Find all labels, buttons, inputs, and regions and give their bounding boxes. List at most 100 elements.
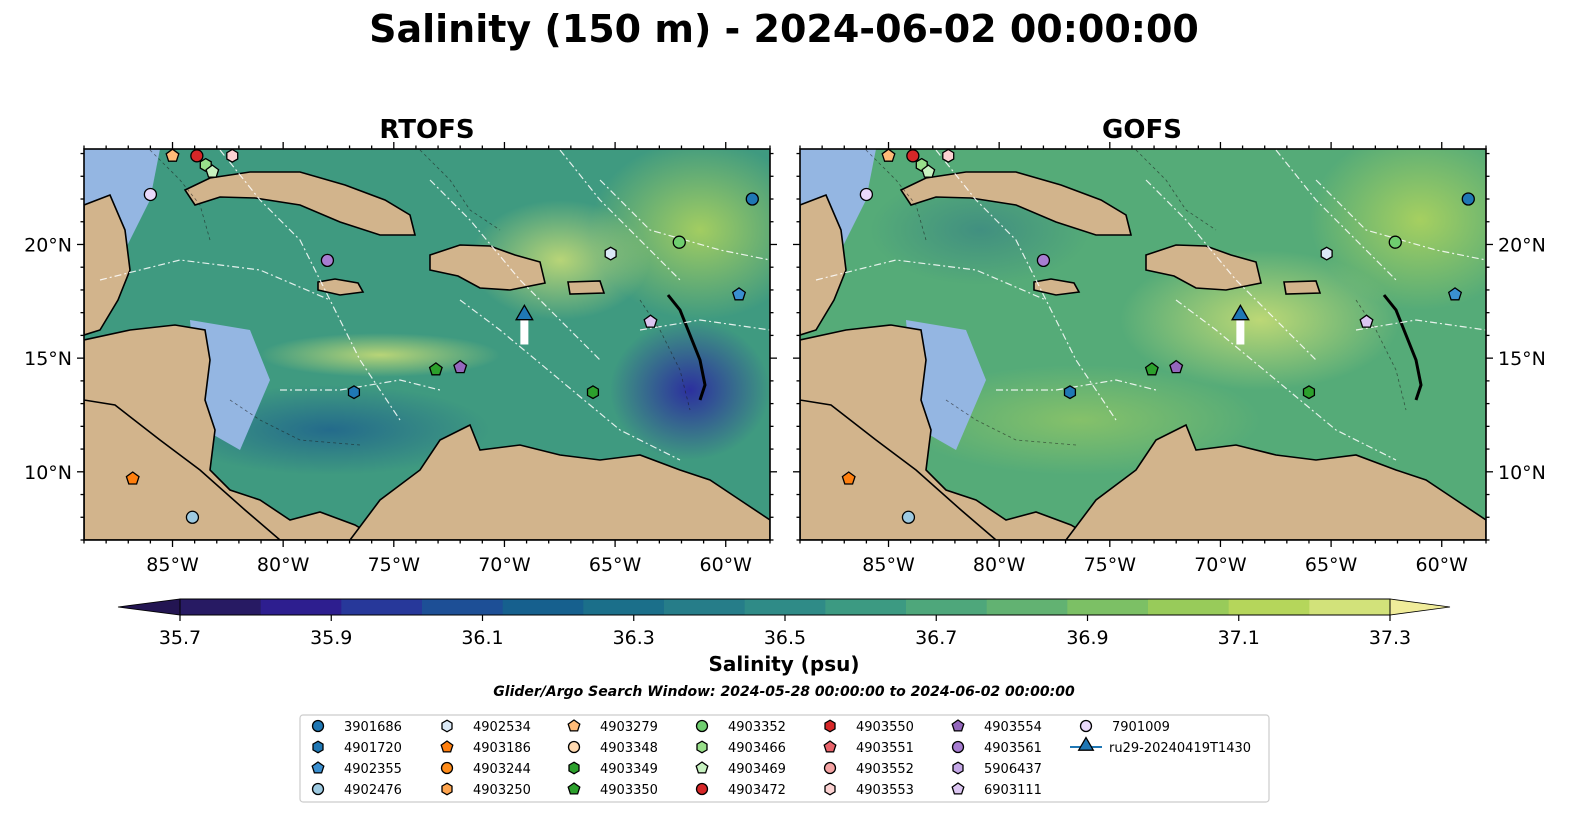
x-tick-label: 60°W: [700, 554, 753, 576]
legend-marker-3901686: [311, 719, 325, 733]
colorbar-tick-label: 36.1: [461, 627, 503, 649]
land-puerto-rico: [567, 280, 606, 295]
colorbar-bin: [986, 599, 1068, 615]
land-south-america: [349, 423, 770, 540]
legend-label-4903350: 4903350: [600, 783, 658, 798]
y-tick-label: 10°N: [24, 462, 72, 484]
land-jamaica: [317, 278, 365, 296]
observation-marker-4903350: [428, 362, 443, 376]
colorbar-bin: [1148, 599, 1230, 615]
observation-marker-4902355: [1447, 287, 1463, 301]
observation-marker-4903554: [1169, 359, 1184, 374]
glider-track: [1236, 314, 1245, 345]
legend-marker-4903350: [567, 782, 581, 795]
x-tick-label: 65°W: [1305, 554, 1358, 576]
panel-title-rtofs: RTOFS: [379, 115, 474, 145]
observation-marker-4902476: [185, 510, 200, 524]
observation-marker-4903554: [453, 359, 468, 374]
colorbar-tick-label: 36.3: [613, 627, 655, 649]
legend-label-4903279: 4903279: [600, 720, 658, 735]
legend-label-3901686: 3901686: [344, 720, 402, 735]
x-tick-label: 70°W: [478, 554, 531, 576]
legend-marker-4902355: [311, 761, 325, 774]
legend-label-4903352: 4903352: [728, 720, 786, 735]
y-tick-label: 15°N: [24, 348, 72, 370]
colorbar-bin: [906, 599, 988, 615]
legend-marker-4902476: [311, 782, 325, 796]
legend-box: [299, 714, 1270, 803]
y-tick-label: 20°N: [24, 234, 72, 256]
legend-marker-6903111: [951, 782, 965, 795]
colorbar-bin: [502, 599, 584, 615]
legend-label-4903250: 4903250: [473, 783, 531, 798]
observation-marker-4902476: [901, 510, 916, 524]
colorbar-bin: [583, 599, 665, 615]
x-tick-label: 65°W: [589, 554, 642, 576]
observation-marker-4903561: [320, 253, 335, 268]
y-tick-label: 20°N: [1498, 234, 1546, 256]
figure-title: Salinity (150 m) - 2024-06-02 00:00:00: [369, 7, 1199, 51]
colorbar-label: Salinity (psu): [708, 652, 859, 676]
legend-marker-4903244: [440, 761, 454, 775]
legend-marker-4903349: [568, 761, 580, 775]
land-hispaniola: [1145, 244, 1262, 291]
legend-marker-5906437: [952, 761, 964, 775]
observation-marker-4903561: [1036, 253, 1051, 268]
legend-marker-4901720: [312, 740, 324, 754]
glider-marker: [514, 303, 534, 321]
legend-label-ru29-20240419T1430: ru29-20240419T1430: [1109, 741, 1251, 756]
land-yucatan: [84, 193, 131, 336]
x-tick-label: 85°W: [862, 554, 915, 576]
colorbar-bin: [1309, 599, 1391, 615]
legend-marker-4903552: [823, 761, 837, 775]
observation-marker-4903279: [881, 148, 896, 162]
salinity-feature-fresh-east: [610, 320, 770, 460]
observation-marker-3901686: [1461, 192, 1475, 206]
x-tick-label: 70°W: [1194, 554, 1247, 576]
colorbar-bin: [825, 599, 907, 615]
legend-marker-4903551: [823, 740, 837, 753]
legend-marker-4903186: [440, 740, 454, 753]
legend-marker-7901009: [1079, 719, 1093, 733]
legend-marker-4903466: [696, 740, 708, 754]
colorbar-tick-label: 36.5: [764, 627, 806, 649]
x-tick-label: 75°W: [368, 554, 421, 576]
observation-marker-4902534: [1320, 246, 1333, 261]
map-panel-rtofs: RTOFS: [24, 115, 777, 576]
observation-marker-4903279: [165, 148, 180, 162]
colorbar-tick-label: 35.7: [159, 627, 201, 649]
colorbar-bin: [664, 599, 746, 615]
land-lesser-antilles: [1382, 294, 1423, 401]
colorbar-extend-low: [117, 598, 181, 616]
legend-label-4903348: 4903348: [600, 741, 658, 756]
observation-marker-4903186: [841, 471, 856, 485]
salinity-feature-central: [470, 200, 650, 320]
colorbar-tick-label: 37.1: [1218, 627, 1260, 649]
observation-marker-6903111: [1359, 314, 1374, 328]
observation-marker-4903553: [942, 148, 955, 163]
legend-label-4903469: 4903469: [728, 762, 786, 777]
glider-track: [520, 314, 529, 345]
legend-marker-4903553: [824, 782, 836, 796]
legend-marker-4903250: [441, 782, 453, 796]
colorbar-tick-label: 35.9: [310, 627, 352, 649]
legend-label-7901009: 7901009: [1112, 720, 1170, 735]
glider-marker: [1230, 303, 1250, 321]
colorbar-extend-high: [1389, 598, 1451, 616]
colorbar-bin: [260, 599, 342, 615]
observation-marker-4903469: [205, 164, 220, 178]
observation-marker-4903472: [190, 149, 204, 163]
observation-marker-7901009: [859, 187, 874, 202]
observation-marker-4901720: [347, 385, 361, 400]
colorbar-bin: [744, 599, 826, 615]
observation-marker-6903111: [643, 314, 658, 328]
x-tick-label: 80°W: [257, 554, 310, 576]
search-window-text: Glider/Argo Search Window: 2024-05-28 00…: [493, 684, 1075, 700]
legend-marker-4903554: [951, 719, 965, 732]
map-frame-gofs: [799, 148, 1487, 541]
observation-marker-4902534: [604, 246, 617, 261]
observation-marker-4903349: [1302, 385, 1316, 400]
legend-label-6903111: 6903111: [984, 783, 1042, 798]
observation-marker-4903186: [125, 471, 140, 485]
legend-label-4903349: 4903349: [600, 762, 658, 777]
